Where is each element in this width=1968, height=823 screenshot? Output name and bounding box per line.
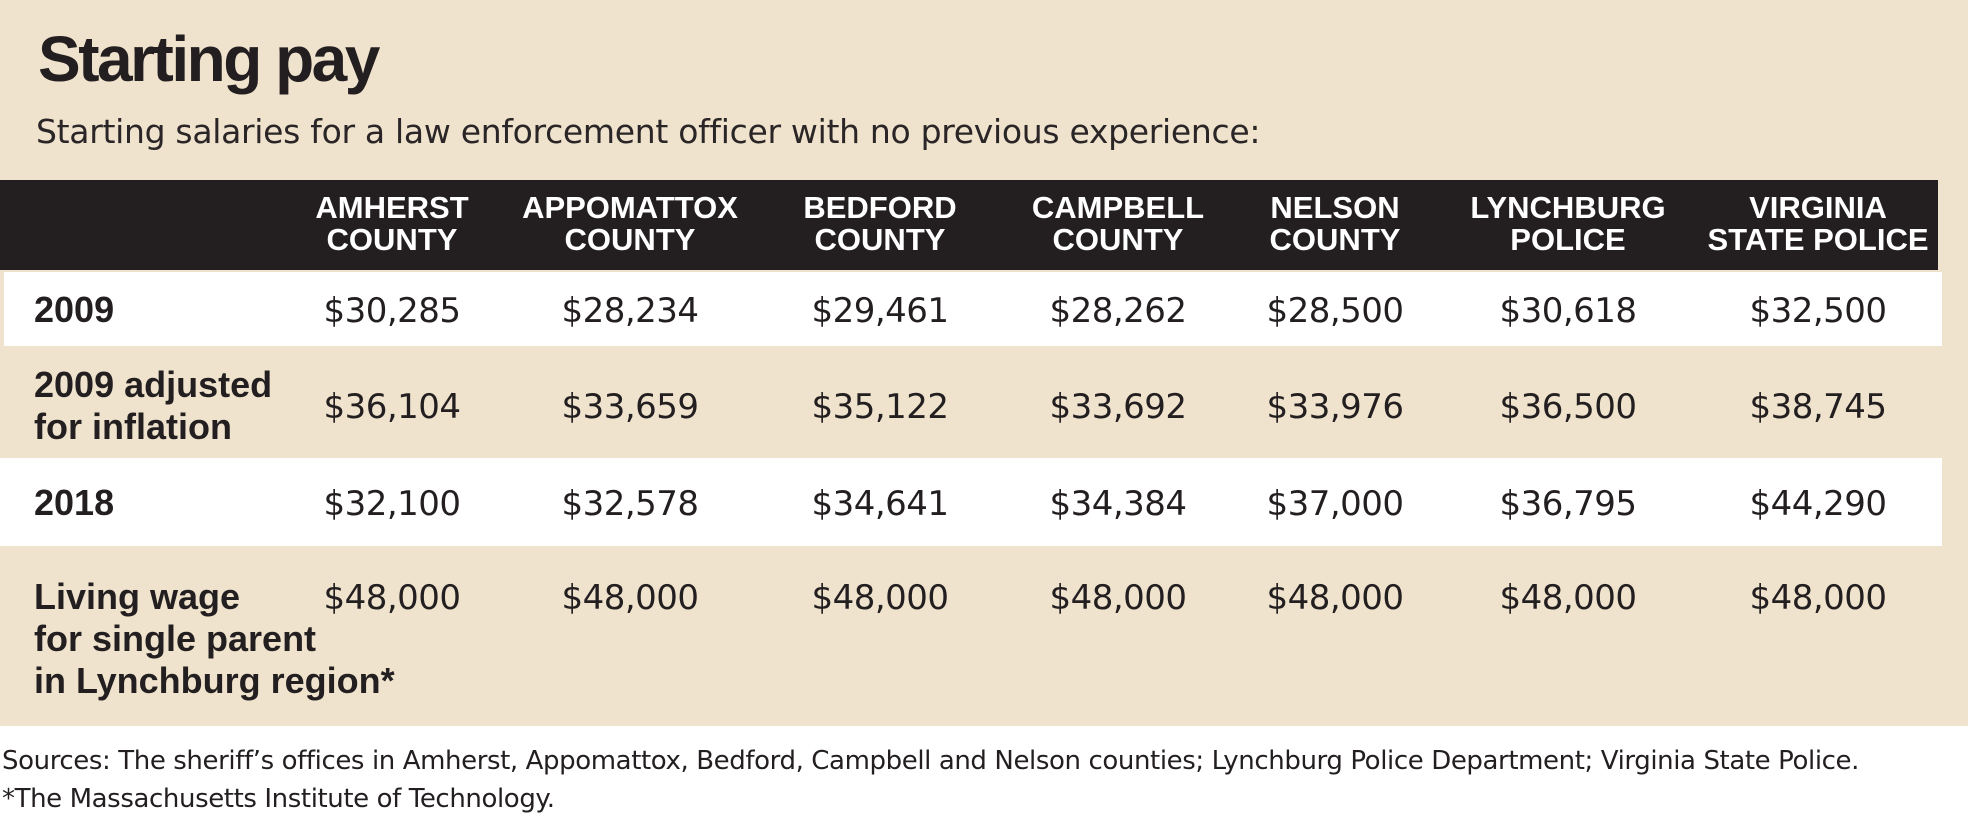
- table-body: 2009 $30,285 $28,234 $29,461 $28,262 $28,500 $…: [34, 289, 1887, 701]
- column-header: NELSON COUNTY: [1270, 190, 1401, 257]
- row-label-line: Living wage: [34, 576, 240, 617]
- table-cell: $36,795: [1499, 484, 1636, 524]
- column-header-line: BEDFORD: [803, 190, 956, 225]
- sources-text: Sources: The sheriff’s offices in Amhers…: [2, 746, 1859, 776]
- row-label: 2009: [34, 289, 114, 330]
- chart-title: Starting pay: [38, 23, 380, 95]
- column-header: BEDFORD COUNTY: [803, 190, 956, 257]
- table-row: Living wage for single parent in Lynchburg…: [34, 576, 1887, 701]
- table-cell: $36,500: [1499, 387, 1636, 427]
- table-cell: $48,000: [323, 578, 460, 618]
- table-row: 2018 $32,100 $32,578 $34,641 $34,384 $37,000 $…: [34, 482, 1887, 524]
- header-band: [0, 180, 1938, 270]
- chart-panel: [0, 0, 1968, 726]
- table-row: 2009 $30,285 $28,234 $29,461 $28,262 $28,500 $…: [34, 289, 1887, 331]
- table-cell: $30,618: [1499, 291, 1636, 331]
- row-label-line: 2018: [34, 482, 114, 523]
- table-cell: $33,692: [1049, 387, 1186, 427]
- table-cell: $37,000: [1266, 484, 1403, 524]
- column-header-line: VIRGINIA: [1749, 190, 1887, 225]
- table-cell: $34,641: [811, 484, 948, 524]
- table-cell: $29,461: [811, 291, 948, 331]
- column-header: CAMPBELL COUNTY: [1032, 190, 1204, 257]
- row-label-line: in Lynchburg region*: [34, 660, 395, 701]
- column-header: LYNCHBURG POLICE: [1470, 190, 1665, 257]
- column-header-line: COUNTY: [815, 222, 946, 257]
- table-cell: $44,290: [1749, 484, 1886, 524]
- table-cell: $33,976: [1266, 387, 1403, 427]
- column-header-line: STATE POLICE: [1707, 222, 1928, 257]
- column-header-line: COUNTY: [327, 222, 458, 257]
- table-cell: $48,000: [561, 578, 698, 618]
- row-bands: [0, 180, 1942, 546]
- table-cell: $48,000: [811, 578, 948, 618]
- table-cell: $48,000: [1499, 578, 1636, 618]
- column-header-line: COUNTY: [1270, 222, 1401, 257]
- row-label: 2009 adjusted for inflation: [34, 364, 272, 447]
- footnote-text: *The Massachusetts Institute of Technolo…: [2, 784, 555, 814]
- table-cell: $28,500: [1266, 291, 1403, 331]
- table-cell: $35,122: [811, 387, 948, 427]
- column-header-line: AMHERST: [315, 190, 468, 225]
- column-header: VIRGINIA STATE POLICE: [1707, 190, 1928, 257]
- column-header-line: LYNCHBURG: [1470, 190, 1665, 225]
- column-header: APPOMATTOX COUNTY: [522, 190, 738, 257]
- table-cell: $48,000: [1266, 578, 1403, 618]
- column-header-line: COUNTY: [1053, 222, 1184, 257]
- row-label-line: for inflation: [34, 406, 232, 447]
- row-band-0: [4, 272, 1942, 346]
- table-row: 2009 adjusted for inflation $36,104 $33,659…: [34, 364, 1887, 447]
- row-label: 2018: [34, 482, 114, 523]
- table-cell: $36,104: [323, 387, 460, 427]
- row-label: Living wage for single parent in Lynchburg…: [34, 576, 395, 701]
- table-cell: $32,578: [561, 484, 698, 524]
- column-header-line: NELSON: [1270, 190, 1399, 225]
- table-cell: $28,234: [561, 291, 698, 331]
- column-header: AMHERST COUNTY: [315, 190, 468, 257]
- table-cell: $28,262: [1049, 291, 1186, 331]
- column-header-line: CAMPBELL: [1032, 190, 1204, 225]
- chart-subtitle: Starting salaries for a law enforcement …: [36, 112, 1261, 151]
- row-label-line: 2009: [34, 289, 114, 330]
- source-footer: Sources: The sheriff’s offices in Amhers…: [2, 742, 1859, 818]
- row-label-line: for single parent: [34, 618, 316, 659]
- table-cell: $32,100: [323, 484, 460, 524]
- row-label-line: 2009 adjusted: [34, 364, 272, 405]
- table-cell: $33,659: [561, 387, 698, 427]
- column-header-line: COUNTY: [565, 222, 696, 257]
- row-band-2: [0, 458, 1942, 546]
- table-cell: $30,285: [323, 291, 460, 331]
- table-cell: $48,000: [1049, 578, 1186, 618]
- table-cell: $48,000: [1749, 578, 1886, 618]
- column-header-line: POLICE: [1510, 222, 1625, 257]
- table-cell: $32,500: [1749, 291, 1886, 331]
- table-cell: $38,745: [1749, 387, 1886, 427]
- column-header-line: APPOMATTOX: [522, 190, 738, 225]
- table-cell: $34,384: [1049, 484, 1186, 524]
